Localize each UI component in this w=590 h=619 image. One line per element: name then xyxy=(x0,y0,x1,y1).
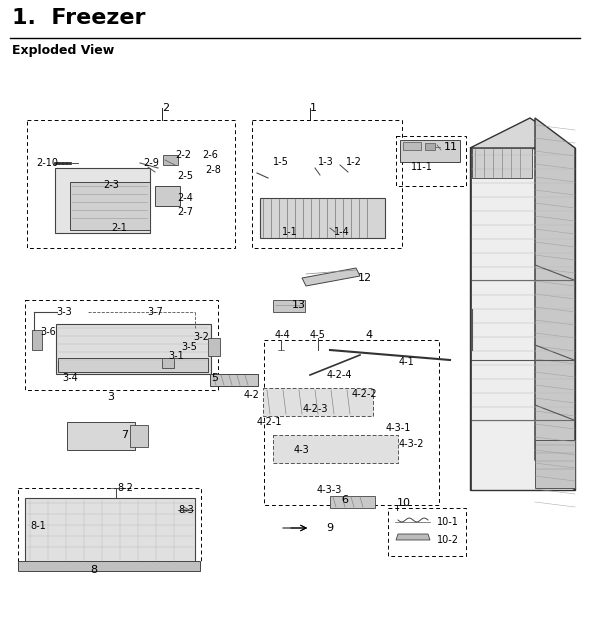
Bar xyxy=(535,440,575,488)
Polygon shape xyxy=(396,534,430,540)
Text: 4-4: 4-4 xyxy=(275,330,291,340)
Bar xyxy=(472,148,532,178)
Bar xyxy=(208,338,220,356)
Bar xyxy=(163,155,178,165)
Bar xyxy=(130,425,148,447)
Text: 3-3: 3-3 xyxy=(56,307,72,317)
Text: 3: 3 xyxy=(107,392,114,402)
Text: 1.  Freezer: 1. Freezer xyxy=(12,8,146,28)
Text: 4-2-1: 4-2-1 xyxy=(257,417,283,427)
Text: 9: 9 xyxy=(326,523,333,533)
Text: 8-3: 8-3 xyxy=(178,505,194,515)
Text: 3-4: 3-4 xyxy=(62,373,78,383)
Polygon shape xyxy=(470,118,575,148)
Text: 4-2-4: 4-2-4 xyxy=(327,370,352,380)
Text: 4-2-2: 4-2-2 xyxy=(352,389,378,399)
Bar xyxy=(425,143,435,150)
Text: 2-6: 2-6 xyxy=(202,150,218,160)
Bar xyxy=(403,142,421,150)
Bar xyxy=(70,182,150,230)
Text: 3-5: 3-5 xyxy=(181,342,197,352)
Text: 3-1: 3-1 xyxy=(168,351,183,361)
Text: 10-1: 10-1 xyxy=(437,517,459,527)
Text: 8-1: 8-1 xyxy=(30,521,46,531)
Text: 4-3-1: 4-3-1 xyxy=(386,423,411,433)
Text: 1-2: 1-2 xyxy=(346,157,362,167)
Text: 1-4: 1-4 xyxy=(334,227,350,237)
Text: 7: 7 xyxy=(121,430,128,440)
Text: 11: 11 xyxy=(444,142,458,152)
Text: 1-1: 1-1 xyxy=(282,227,298,237)
Polygon shape xyxy=(302,268,360,286)
Bar xyxy=(162,358,174,368)
Text: 8-2: 8-2 xyxy=(117,483,133,493)
Text: 13: 13 xyxy=(292,300,306,310)
Text: 4-2-3: 4-2-3 xyxy=(303,404,329,414)
Text: 2-3: 2-3 xyxy=(103,180,119,190)
Text: 2-10: 2-10 xyxy=(36,158,58,168)
Bar xyxy=(400,140,460,162)
Text: 4-3: 4-3 xyxy=(294,445,310,455)
Bar xyxy=(273,300,305,312)
Polygon shape xyxy=(470,148,575,490)
Text: 5: 5 xyxy=(211,373,218,383)
Bar xyxy=(155,186,180,206)
Text: 2: 2 xyxy=(162,103,169,113)
Text: 2-2: 2-2 xyxy=(175,150,191,160)
Polygon shape xyxy=(535,118,575,490)
Bar xyxy=(58,358,208,372)
Bar xyxy=(273,435,398,463)
Bar xyxy=(56,324,211,374)
Text: 1-3: 1-3 xyxy=(318,157,334,167)
Text: 6: 6 xyxy=(341,495,348,505)
Text: 11-1: 11-1 xyxy=(411,162,433,172)
Bar xyxy=(252,120,402,248)
Text: Exploded View: Exploded View xyxy=(12,44,114,57)
Bar xyxy=(263,388,373,416)
Bar xyxy=(55,168,150,233)
Bar xyxy=(388,508,466,556)
Bar xyxy=(396,136,466,186)
Bar xyxy=(210,374,258,386)
Text: 2-1: 2-1 xyxy=(111,223,127,233)
Text: 8: 8 xyxy=(90,565,97,575)
Text: 4-3-2: 4-3-2 xyxy=(399,439,424,449)
Bar xyxy=(25,498,195,563)
Text: 1: 1 xyxy=(310,103,317,113)
Text: 3-6: 3-6 xyxy=(40,327,55,337)
Bar xyxy=(330,496,375,508)
Text: 1-5: 1-5 xyxy=(273,157,289,167)
Text: 3-2: 3-2 xyxy=(193,332,209,342)
Bar xyxy=(264,340,439,505)
Bar xyxy=(27,120,235,248)
Bar xyxy=(18,561,200,571)
Text: 4: 4 xyxy=(365,330,372,340)
Text: 2-5: 2-5 xyxy=(177,171,193,181)
Text: 12: 12 xyxy=(358,273,372,283)
Text: 3-7: 3-7 xyxy=(147,307,163,317)
Bar xyxy=(25,300,218,390)
Bar xyxy=(260,198,385,238)
Bar xyxy=(32,330,42,350)
Text: 10-2: 10-2 xyxy=(437,535,459,545)
Text: 2-8: 2-8 xyxy=(205,165,221,175)
Bar xyxy=(67,422,135,450)
Text: 4-2: 4-2 xyxy=(244,390,260,400)
Bar xyxy=(18,488,201,563)
Text: 4-5: 4-5 xyxy=(310,330,326,340)
Text: 4-1: 4-1 xyxy=(399,357,415,367)
Text: 4-3-3: 4-3-3 xyxy=(317,485,342,495)
Text: 2-9: 2-9 xyxy=(143,158,159,168)
Text: 2-7: 2-7 xyxy=(177,207,193,217)
Text: 10: 10 xyxy=(397,498,411,508)
Text: 2-4: 2-4 xyxy=(177,193,193,203)
